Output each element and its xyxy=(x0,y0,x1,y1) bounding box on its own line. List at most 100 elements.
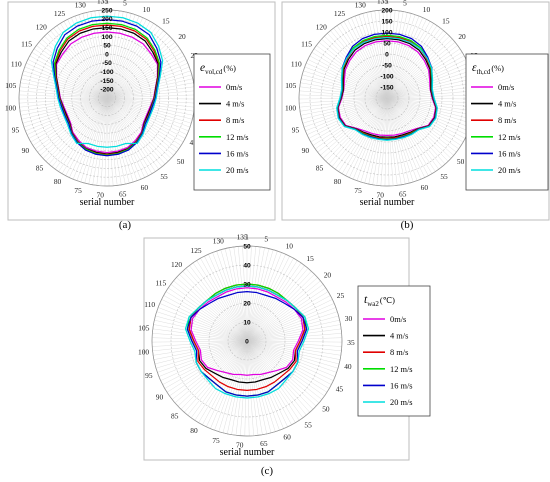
legend-entry-label: 20 m/s xyxy=(226,166,249,175)
angle-spoke xyxy=(386,97,466,139)
angle-spoke xyxy=(222,340,248,433)
angle-spoke xyxy=(22,74,108,99)
radial-tick-label: 250 xyxy=(101,7,112,14)
x-axis-label: serial number xyxy=(80,197,135,208)
angle-tick-label: 85 xyxy=(171,411,179,420)
radial-tick-label: -200 xyxy=(100,87,114,94)
angle-tick-label: 110 xyxy=(11,59,22,68)
angle-spoke xyxy=(41,38,108,99)
legend-entry-label: 16 m/s xyxy=(390,381,413,390)
angle-spoke xyxy=(246,340,317,407)
angle-spoke xyxy=(180,340,248,410)
angle-spoke xyxy=(386,45,458,99)
series-line-20ms xyxy=(184,285,310,399)
angle-tick-label: 135 xyxy=(97,0,108,6)
angle-spoke xyxy=(246,299,333,342)
angle-spoke xyxy=(327,33,388,99)
angle-spoke xyxy=(106,97,114,186)
angle-spoke xyxy=(386,19,427,99)
series-line-16ms xyxy=(52,19,162,157)
angle-spoke xyxy=(246,340,250,436)
angle-spoke xyxy=(106,13,132,99)
angle-spoke xyxy=(48,97,108,165)
angle-spoke xyxy=(170,284,248,342)
angle-tick-label: 5 xyxy=(264,234,268,243)
angle-spoke xyxy=(378,10,388,99)
angle-spoke xyxy=(106,97,195,104)
angle-spoke xyxy=(106,97,153,174)
angle-spoke xyxy=(386,97,422,180)
radial-ring xyxy=(80,71,134,125)
legend-entry-label: 12 m/s xyxy=(390,365,413,374)
angle-spoke xyxy=(33,48,108,99)
angle-spoke xyxy=(224,248,248,342)
angle-spoke xyxy=(19,94,108,99)
angle-spoke xyxy=(386,97,469,132)
chart-panel-a: 1510152025303540455055606570758085909510… xyxy=(5,0,276,221)
angle-spoke xyxy=(106,15,140,99)
angle-spoke xyxy=(220,249,248,342)
angle-spoke xyxy=(55,97,108,170)
radial-tick-label: -150 xyxy=(380,84,394,91)
angle-spoke xyxy=(24,66,108,99)
angle-spoke xyxy=(246,340,314,410)
angle-spoke xyxy=(106,38,173,99)
angle-tick-label: 20 xyxy=(178,32,186,41)
angle-spoke xyxy=(246,340,272,433)
angle-spoke xyxy=(386,97,414,183)
angle-tick-label: 5 xyxy=(123,0,127,7)
angle-spoke xyxy=(158,340,248,377)
radial-ring xyxy=(62,53,152,143)
angle-spoke xyxy=(200,258,248,342)
radial-tick-label: 100 xyxy=(101,34,112,41)
angle-spoke xyxy=(246,340,337,373)
angle-spoke xyxy=(246,246,257,342)
angle-tick-label: 55 xyxy=(160,172,168,181)
angle-spoke xyxy=(177,340,248,407)
radial-tick-label: 50 xyxy=(103,43,111,50)
angle-spoke xyxy=(246,340,310,413)
angle-tick-label: 5 xyxy=(403,0,407,7)
panel-label-a: (a) xyxy=(119,219,132,231)
angle-spoke xyxy=(246,340,280,431)
angle-spoke xyxy=(206,340,248,427)
angle-spoke xyxy=(246,340,334,381)
angle-spoke xyxy=(19,97,108,104)
angle-tick-label: 1 xyxy=(385,0,389,6)
legend-entry-label: 16 m/s xyxy=(226,149,249,158)
angle-spoke xyxy=(169,340,248,397)
angle-tick-label: 120 xyxy=(316,22,327,31)
angle-spoke xyxy=(246,340,296,423)
angle-spoke xyxy=(159,303,248,342)
angle-spoke xyxy=(92,97,108,185)
angle-spoke xyxy=(84,97,108,184)
angle-tick-label: 20 xyxy=(458,32,466,41)
angle-spoke xyxy=(246,340,267,434)
angle-spoke xyxy=(210,340,248,429)
angle-spoke xyxy=(165,291,248,342)
angle-tick-label: 100 xyxy=(138,347,149,356)
angle-spoke xyxy=(246,307,336,342)
angle-spoke xyxy=(160,340,248,381)
angle-spoke xyxy=(242,246,248,342)
angle-spoke xyxy=(386,30,444,99)
angle-tick-label: 55 xyxy=(304,421,312,430)
angle-spoke xyxy=(20,82,108,99)
angle-tick-label: 120 xyxy=(36,22,47,31)
angle-spoke xyxy=(157,340,248,373)
radial-tick-label: 20 xyxy=(243,300,251,307)
legend-box xyxy=(193,53,271,191)
angle-tick-label: 85 xyxy=(36,163,44,172)
angle-tick-label: 125 xyxy=(191,246,202,255)
radial-ring xyxy=(331,42,443,154)
angle-spoke xyxy=(246,256,290,342)
angle-spoke xyxy=(106,97,166,165)
angle-tick-label: 15 xyxy=(442,16,450,25)
angle-spoke xyxy=(208,254,248,342)
radial-ring xyxy=(353,64,421,132)
angle-tick-label: 50 xyxy=(457,157,465,166)
angle-spoke xyxy=(386,21,431,99)
angle-spoke xyxy=(299,94,388,99)
angle-tick-label: 135 xyxy=(237,233,248,242)
angle-spoke xyxy=(237,246,248,342)
